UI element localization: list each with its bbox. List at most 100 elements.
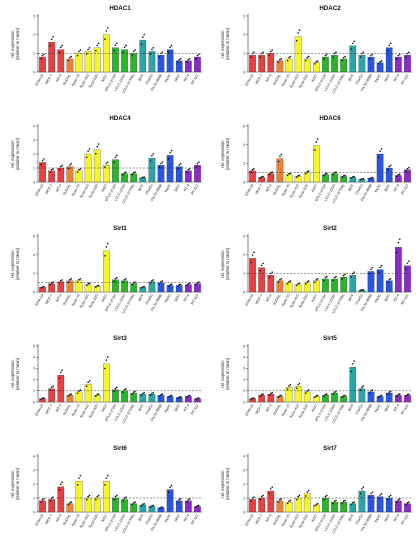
replicate-dot bbox=[134, 501, 136, 503]
y-tick-label: 2 bbox=[243, 253, 245, 257]
replicate-dot bbox=[359, 289, 362, 292]
replicate-dot bbox=[288, 280, 290, 283]
replicate-dot bbox=[151, 155, 153, 157]
replicate-dot bbox=[105, 162, 108, 165]
replicate-dot bbox=[353, 40, 355, 42]
bar bbox=[157, 282, 165, 293]
category-label: A427 bbox=[311, 404, 319, 413]
replicate-dot bbox=[323, 498, 325, 501]
replicate-dot bbox=[350, 276, 353, 279]
replicate-dot bbox=[95, 395, 97, 397]
category-label: SUDHL bbox=[62, 74, 72, 87]
panel-title: Sirt2 bbox=[323, 225, 337, 232]
category-label: EFM-19 bbox=[245, 404, 255, 417]
replicate-dot bbox=[359, 56, 362, 59]
category-label: YAPC bbox=[164, 183, 172, 194]
category-label: YAPC bbox=[164, 73, 172, 84]
category-label: Kyse-70 bbox=[281, 184, 291, 197]
category-label: 5637 bbox=[174, 404, 181, 413]
replicate-dot bbox=[113, 390, 115, 392]
y-tick-label: 1 bbox=[243, 496, 245, 500]
bar bbox=[276, 158, 284, 183]
y-tick-label: 1 bbox=[243, 52, 245, 56]
replicate-dot bbox=[286, 388, 289, 390]
replicate-dot bbox=[50, 38, 53, 40]
bar bbox=[367, 391, 375, 403]
replicate-dot bbox=[70, 501, 73, 503]
bar bbox=[258, 497, 265, 513]
replicate-dot bbox=[387, 281, 389, 283]
category-label: Kyse-410 bbox=[289, 74, 300, 89]
bar bbox=[175, 397, 183, 403]
bar bbox=[112, 279, 119, 293]
bar bbox=[276, 60, 284, 73]
y-tick-label: 0 bbox=[243, 70, 245, 74]
replicate-dot bbox=[178, 284, 181, 286]
bar bbox=[367, 178, 375, 183]
replicate-dot bbox=[387, 393, 389, 395]
category-label: MCF-7 bbox=[255, 514, 264, 526]
replicate-dot bbox=[289, 384, 292, 386]
replicate-dot bbox=[140, 287, 143, 289]
replicate-dot bbox=[41, 54, 44, 57]
replicate-dot bbox=[169, 46, 171, 49]
category-label: Kyse-410 bbox=[289, 514, 300, 529]
category-label: RT-112 bbox=[400, 293, 409, 305]
category-label: ChaGo bbox=[355, 404, 364, 416]
replicate-dot bbox=[379, 494, 381, 496]
category-label: MT-3 bbox=[265, 514, 273, 523]
replicate-dot bbox=[380, 493, 383, 495]
y-tick-label: 2 bbox=[33, 378, 35, 382]
replicate-dot bbox=[58, 168, 61, 171]
replicate-dot bbox=[79, 277, 82, 280]
replicate-dot bbox=[134, 390, 136, 393]
bar bbox=[121, 280, 128, 293]
replicate-dot bbox=[397, 174, 400, 176]
replicate-dot bbox=[160, 393, 162, 396]
bar bbox=[112, 497, 119, 513]
category-label: BHY bbox=[347, 73, 354, 82]
replicate-dot bbox=[161, 506, 164, 508]
replicate-dot bbox=[96, 495, 99, 498]
replicate-dot bbox=[387, 498, 389, 501]
replicate-dot bbox=[307, 170, 310, 172]
category-label: RT-112 bbox=[190, 513, 199, 525]
replicate-dot bbox=[116, 42, 118, 45]
replicate-dot bbox=[88, 148, 91, 150]
bar bbox=[285, 387, 293, 403]
category-label: RT-4 bbox=[393, 294, 400, 303]
replicate-dot bbox=[152, 504, 155, 507]
chart-sirt1: Sirt1 rel. expression (relative to mean) 0 2… bbox=[10, 225, 202, 314]
bar bbox=[294, 284, 302, 293]
bar bbox=[39, 500, 46, 513]
y-axis-sublabel: (relative to mean) bbox=[225, 467, 230, 500]
replicate-dot bbox=[326, 53, 328, 56]
replicate-dot bbox=[305, 172, 307, 175]
chart-hdac1: HDAC1 rel. expression (relative to mean) 0 1… bbox=[10, 5, 202, 94]
replicate-dot bbox=[76, 392, 79, 394]
replicate-dot bbox=[289, 55, 292, 58]
replicate-dot bbox=[59, 483, 62, 486]
replicate-dot bbox=[132, 50, 135, 53]
replicate-dot bbox=[88, 282, 91, 284]
category-label: ChaGo bbox=[355, 184, 364, 196]
category-label: Kyse-70 bbox=[71, 184, 81, 197]
replicate-dot bbox=[279, 155, 281, 158]
replicate-dot bbox=[143, 391, 145, 394]
replicate-dot bbox=[104, 38, 106, 40]
bar bbox=[267, 490, 275, 513]
bar bbox=[322, 497, 329, 513]
replicate-dot bbox=[377, 62, 380, 65]
replicate-dot bbox=[78, 278, 80, 281]
replicate-dot bbox=[179, 497, 182, 500]
replicate-dot bbox=[113, 498, 115, 501]
replicate-dot bbox=[105, 477, 108, 479]
replicate-dot bbox=[406, 167, 409, 170]
replicate-dot bbox=[186, 501, 188, 503]
replicate-dot bbox=[379, 150, 381, 152]
category-label: Kyse-520 bbox=[298, 514, 309, 529]
category-label: MT-3 bbox=[265, 404, 273, 413]
replicate-dot bbox=[143, 502, 145, 505]
category-label: RT-112 bbox=[400, 73, 409, 85]
replicate-dot bbox=[167, 396, 170, 398]
